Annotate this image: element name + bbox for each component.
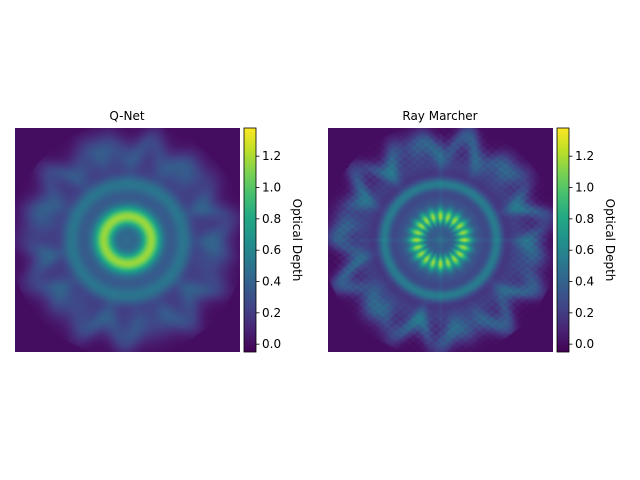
colorbar-tick-label: 0.8: [575, 212, 594, 226]
qnet-colorbar: 0.0 0.2 0.4 0.6 0.8 1.0 1.2 Optical Depth: [243, 127, 304, 353]
colorbar-tick-label: 0.6: [262, 243, 281, 257]
colorbar-tick-label: 1.2: [575, 149, 594, 163]
qnet-colorbar-gradient: [243, 127, 257, 353]
qnet-heatmap: [15, 128, 240, 352]
qnet-title: Q-Net: [109, 109, 144, 123]
qnet-colorbar-label: Optical Depth: [290, 199, 304, 282]
colorbar-tick-label: 0.0: [575, 337, 594, 351]
ray-marcher-title: Ray Marcher: [402, 109, 477, 123]
colorbar-tick-label: 0.8: [262, 212, 281, 226]
colorbar-tick-label: 0.4: [575, 275, 594, 289]
colorbar-tick-label: 1.0: [262, 181, 281, 195]
colorbar-tick-label: 1.0: [575, 181, 594, 195]
colorbar-tick-label: 0.2: [262, 306, 281, 320]
panel-ray-marcher: Ray Marcher 0.0 0.2 0.4 0.6 0.8 1.0 1.2 Optica…: [328, 109, 617, 353]
ray-marcher-colorbar: 0.0 0.2 0.4 0.6 0.8 1.0 1.2 Optical Depth: [556, 127, 617, 353]
ray-marcher-heatmap: [328, 128, 553, 352]
ray-marcher-colorbar-label: Optical Depth: [603, 199, 617, 282]
ray-marcher-colorbar-gradient: [556, 127, 570, 353]
colorbar-tick-label: 0.4: [262, 275, 281, 289]
colorbar-tick-label: 0.2: [575, 306, 594, 320]
colorbar-tick-label: 1.2: [262, 149, 281, 163]
ray-marcher-colorbar-ticks: 0.0 0.2 0.4 0.6 0.8 1.0 1.2: [569, 149, 594, 351]
colorbar-tick-label: 0.0: [262, 337, 281, 351]
qnet-colorbar-ticks: 0.0 0.2 0.4 0.6 0.8 1.0 1.2: [256, 149, 281, 351]
colorbar-tick-label: 0.6: [575, 243, 594, 257]
panel-qnet: Q-Net 0.0 0.2 0.4 0.6 0.8 1.0 1.2 Optical Dept…: [15, 109, 304, 353]
